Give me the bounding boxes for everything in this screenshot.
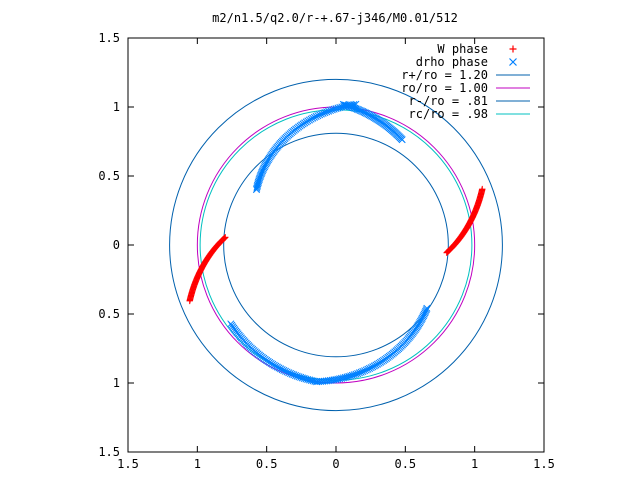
x-tick-label: 1.5	[117, 457, 139, 471]
drho-phase-point	[321, 108, 329, 117]
axis-ticks: 1.5 1 0.5 0 0.5 1 1.51.510.500.511.5	[98, 31, 555, 471]
drho-phase-point	[307, 115, 315, 123]
legend-label: ro/ro = 1.00	[401, 81, 488, 95]
y-tick-label: 1	[113, 100, 120, 114]
drho-phase-point	[316, 111, 324, 119]
circle-ro-ro-1-00	[196, 106, 476, 384]
drho-phase-point	[314, 112, 322, 120]
x-tick-label: 0.5	[256, 457, 278, 471]
legend-label: rc/ro = .98	[409, 107, 488, 121]
drho-phase-point	[326, 106, 334, 115]
legend-label: W phase	[437, 42, 488, 56]
legend-marker-sample	[509, 58, 517, 66]
x-tick-label: 0.5	[394, 457, 416, 471]
legend-marker-sample	[509, 45, 517, 53]
x-tick-label: 1	[471, 457, 478, 471]
y-tick-label: 0.5	[98, 307, 120, 321]
circle-r-ro-81	[223, 132, 449, 358]
drho-phase-point	[310, 113, 318, 121]
drho-phase-point	[398, 136, 406, 144]
drho-phase-point	[309, 114, 317, 122]
legend-label: r+/ro = 1.20	[401, 68, 488, 82]
drho-phase-point	[227, 320, 235, 328]
legend-label: r-/ro = .81	[409, 94, 488, 108]
w-phase-point	[186, 297, 193, 305]
drho-phase-point	[305, 116, 314, 124]
drho-phase-point	[325, 107, 333, 115]
y-tick-label: 0.5	[98, 169, 120, 183]
drho-phase-point	[312, 112, 320, 121]
w-phase-point	[479, 185, 486, 193]
y-tick-label: 0	[113, 238, 120, 252]
y-tick-label: 1.5	[98, 445, 120, 459]
drho-phase-point	[328, 106, 336, 114]
phase-markers	[186, 100, 486, 386]
drho-phase-point	[323, 108, 331, 116]
chart-title: m2/n1.5/q2.0/r-+.67-j346/M0.01/512	[212, 11, 458, 25]
y-tick-label: 1	[113, 376, 120, 390]
x-tick-label: 1	[194, 457, 201, 471]
x-tick-label: 1.5	[533, 457, 555, 471]
circle-r-ro-1-20	[169, 78, 503, 412]
drho-phase-point	[319, 109, 327, 117]
circle-rc-ro-98	[199, 109, 473, 381]
x-tick-label: 0	[332, 457, 339, 471]
legend-label: drho phase	[416, 55, 488, 69]
drho-phase-point	[252, 186, 261, 194]
drho-phase-point	[317, 110, 325, 118]
y-tick-label: 1.5	[98, 31, 120, 45]
